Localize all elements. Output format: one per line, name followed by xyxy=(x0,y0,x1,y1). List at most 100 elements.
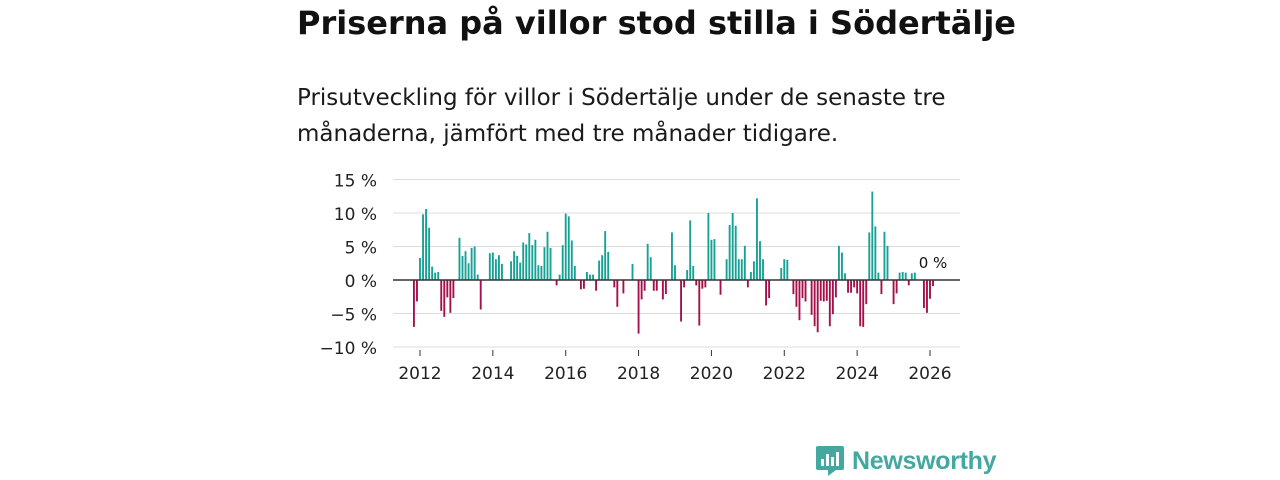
bar xyxy=(768,280,771,299)
bar xyxy=(637,280,640,334)
bar xyxy=(692,265,695,280)
bar xyxy=(534,239,537,280)
bar xyxy=(913,272,916,280)
x-tick-label: 2012 xyxy=(398,364,441,384)
bar xyxy=(437,271,440,280)
bar xyxy=(589,274,591,280)
bar xyxy=(834,280,837,298)
bar xyxy=(740,259,743,280)
bar xyxy=(564,213,567,280)
y-tick-label: 5 % xyxy=(345,239,377,259)
bar xyxy=(497,255,500,280)
bar xyxy=(926,280,928,313)
bar xyxy=(719,280,722,295)
bar xyxy=(546,231,549,280)
y-tick-label: 15 % xyxy=(334,172,377,192)
bar xyxy=(725,259,728,280)
gridlines xyxy=(393,179,960,348)
bar xyxy=(655,280,658,291)
newsworthy-logo: Newsworthy xyxy=(816,446,997,476)
x-tick-label: 2014 xyxy=(471,364,514,384)
annotations: 0 % xyxy=(919,254,948,272)
bar xyxy=(680,280,683,322)
bar xyxy=(494,259,497,280)
bar xyxy=(783,259,786,280)
bar xyxy=(932,280,934,287)
bar xyxy=(801,280,804,299)
bar xyxy=(491,252,494,280)
bar xyxy=(819,280,822,301)
bar xyxy=(561,245,564,280)
bar xyxy=(798,280,801,321)
bar xyxy=(573,265,576,280)
bar xyxy=(837,245,840,280)
bar xyxy=(586,271,588,280)
bar xyxy=(756,198,758,280)
bar xyxy=(674,265,676,280)
bar xyxy=(901,271,904,280)
bar xyxy=(616,280,619,307)
bar xyxy=(786,259,789,280)
bar xyxy=(713,239,716,280)
bar xyxy=(822,280,825,302)
bar xyxy=(922,280,925,309)
bar xyxy=(440,280,443,311)
bar xyxy=(607,251,610,280)
bar xyxy=(886,245,889,280)
bar xyxy=(710,239,713,280)
bar xyxy=(862,280,865,327)
bar xyxy=(804,280,807,302)
bar xyxy=(707,213,710,280)
bar xyxy=(810,280,813,315)
bar xyxy=(728,225,731,280)
bar xyxy=(743,245,746,280)
bar xyxy=(540,265,543,280)
bar xyxy=(582,280,585,289)
bar xyxy=(749,271,752,280)
bar xyxy=(579,280,582,290)
bar xyxy=(671,232,673,280)
bar xyxy=(825,280,828,301)
bar xyxy=(737,259,740,280)
bar xyxy=(780,267,783,280)
bar xyxy=(883,231,886,280)
y-tick-label: −10 % xyxy=(320,339,377,359)
bar xyxy=(734,225,737,280)
bar xyxy=(792,280,795,295)
bars xyxy=(412,191,934,334)
bar xyxy=(762,259,764,280)
bar xyxy=(871,191,874,280)
bar xyxy=(704,280,707,288)
bar xyxy=(412,280,415,327)
bar xyxy=(431,266,434,280)
bar xyxy=(816,280,819,333)
bar xyxy=(613,280,616,288)
bar xyxy=(604,231,607,280)
bar xyxy=(646,243,649,280)
bar xyxy=(601,255,604,280)
bar xyxy=(416,280,418,302)
bar xyxy=(731,213,734,280)
bar xyxy=(853,280,856,288)
bar xyxy=(555,280,558,286)
bar xyxy=(434,272,437,280)
bar xyxy=(856,280,859,294)
bar xyxy=(479,280,482,310)
bar xyxy=(847,280,849,293)
bar xyxy=(446,280,449,298)
bar xyxy=(752,261,755,280)
bar xyxy=(746,280,749,288)
bar xyxy=(880,280,883,295)
bar xyxy=(595,280,598,291)
bar xyxy=(513,251,516,280)
bar xyxy=(643,280,646,291)
bar xyxy=(537,265,540,280)
bar xyxy=(850,280,853,293)
bar xyxy=(640,280,643,300)
bar xyxy=(904,272,907,280)
bar xyxy=(519,262,522,280)
bar xyxy=(898,272,901,280)
bar xyxy=(844,273,846,280)
bar xyxy=(868,232,871,280)
y-axis: 15 % 10 % 5 % 0 % −5 % −10 % xyxy=(320,172,377,360)
